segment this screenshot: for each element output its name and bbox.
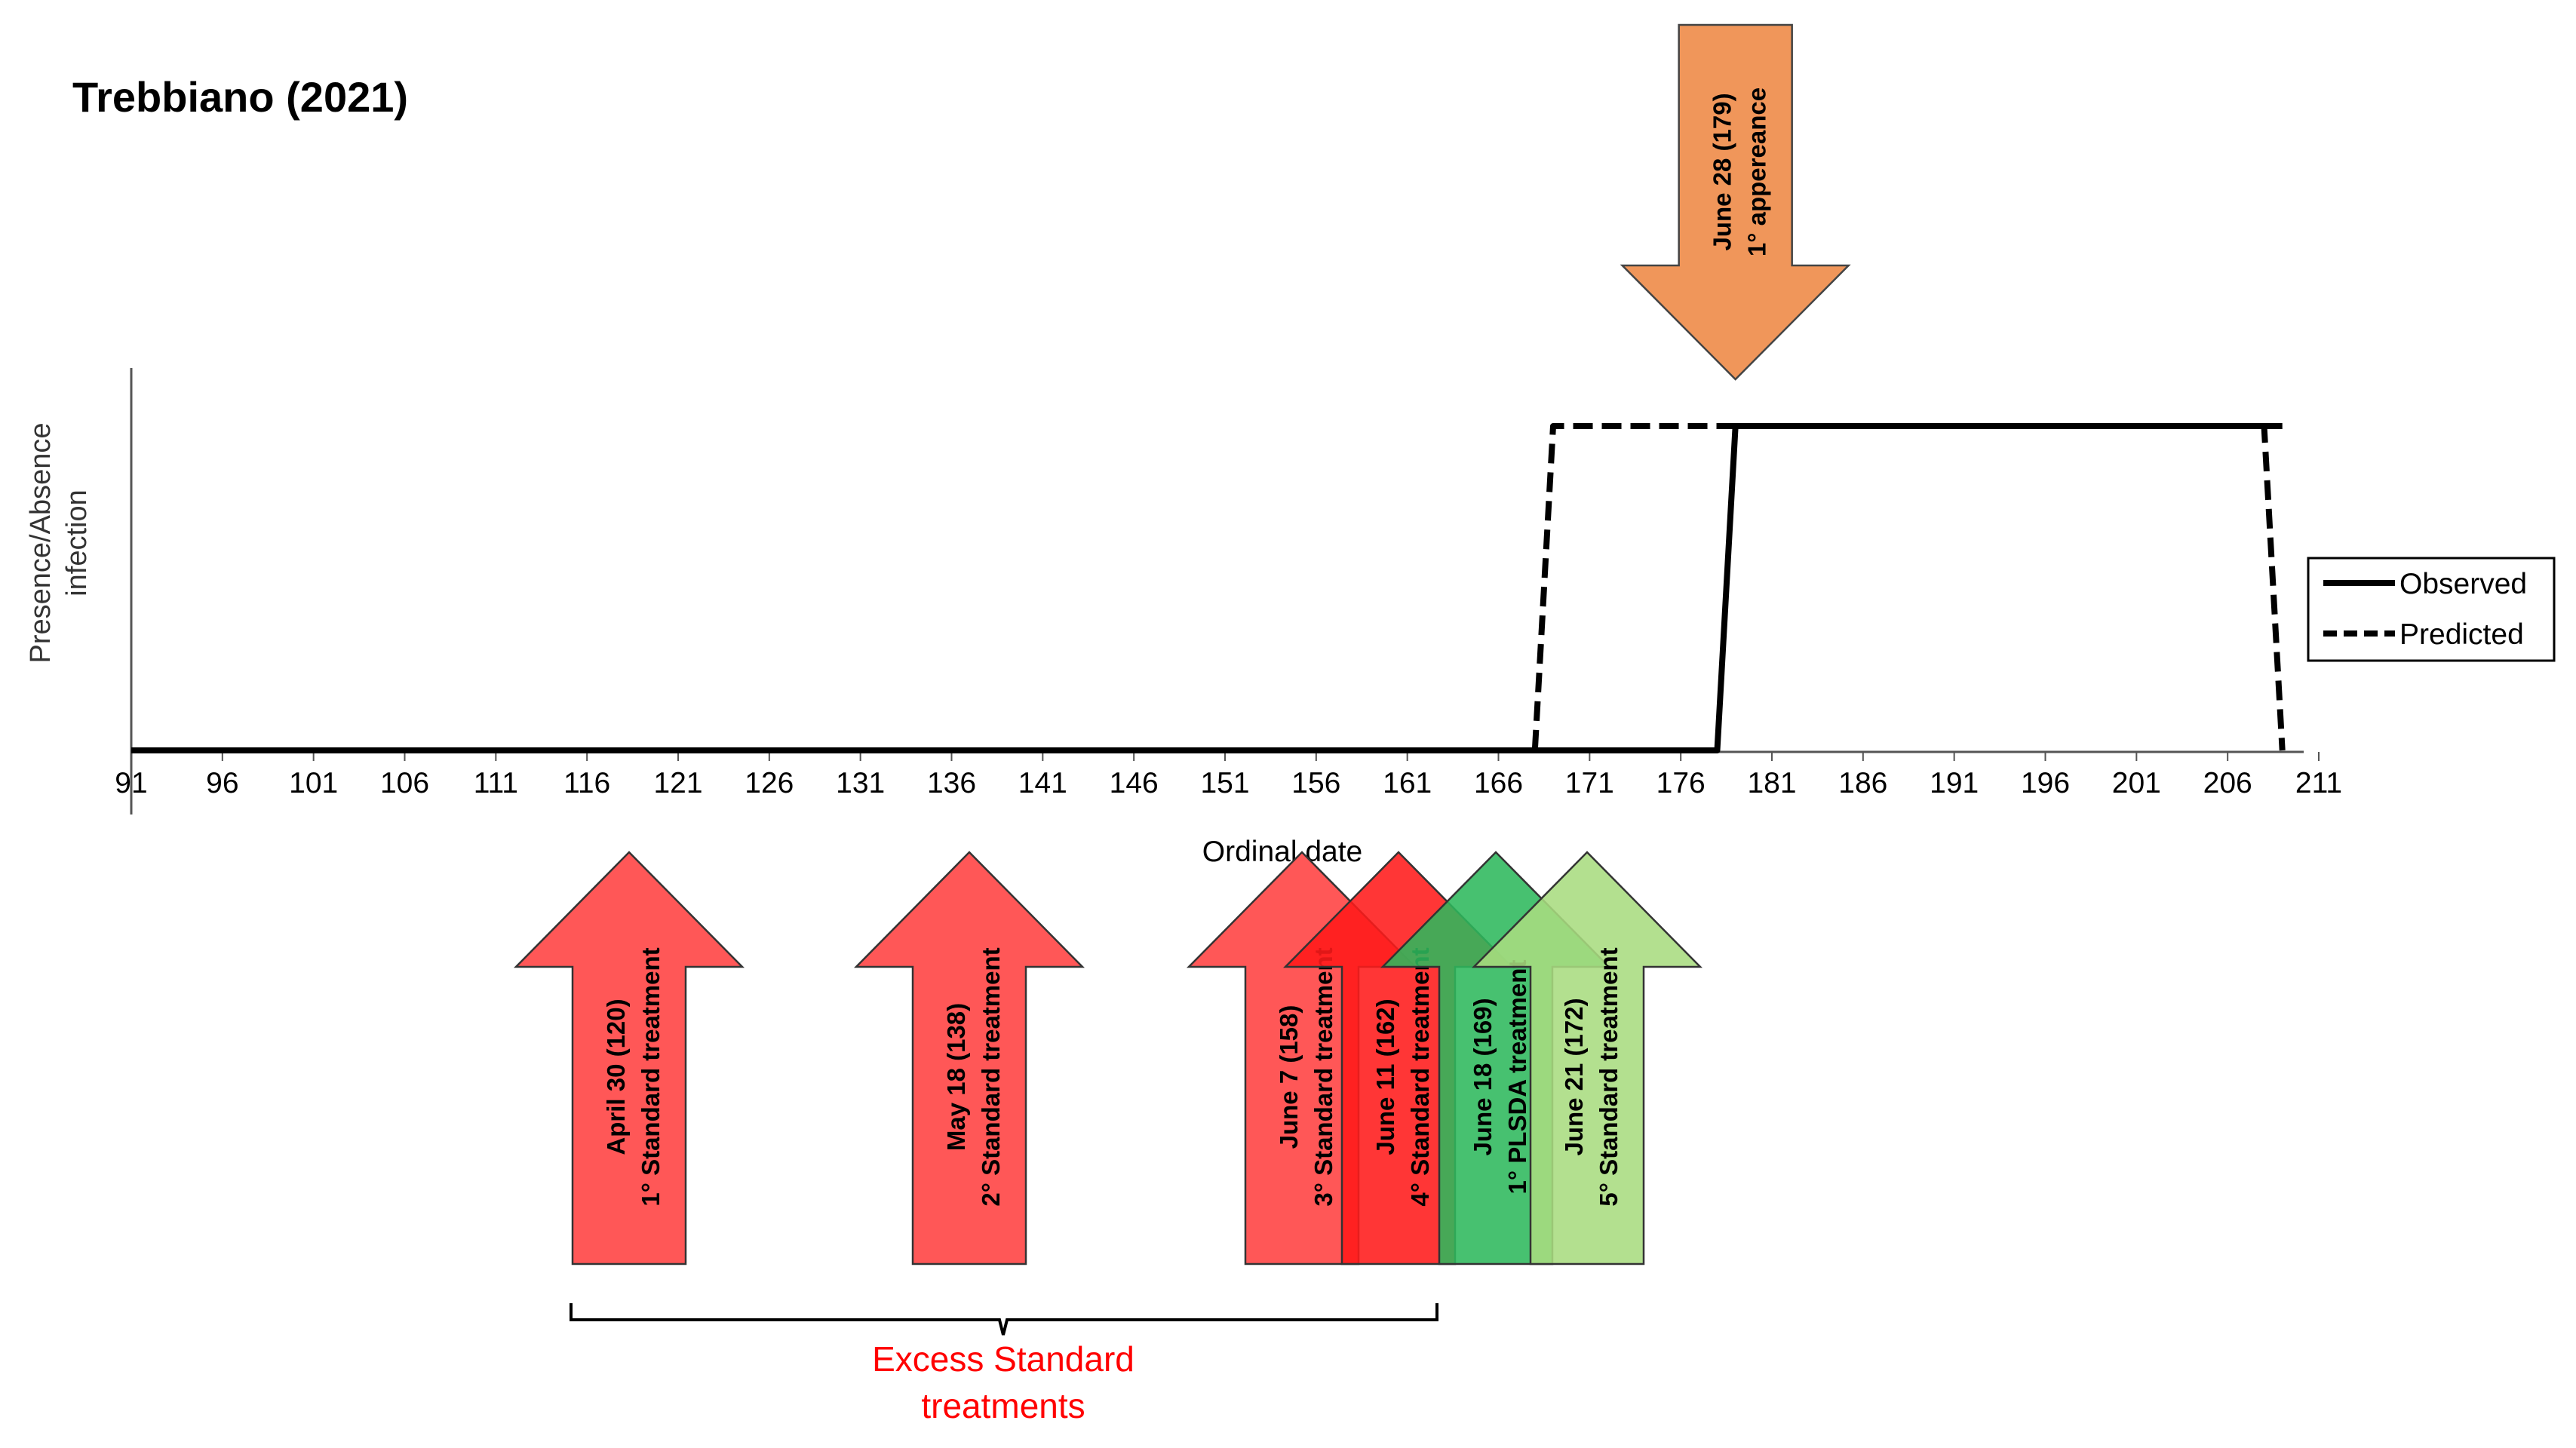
treatment-text-line: June 18 (169) (1469, 998, 1497, 1155)
brace (570, 1303, 1438, 1336)
treatment-text-line: 4° Standard treatment (1406, 947, 1434, 1206)
x-tick-label: 201 (2112, 767, 2161, 799)
x-tick-label: 126 (745, 767, 794, 799)
treatment-arrow-shape (514, 851, 745, 1265)
treatment-arrow: June 21 (172) 5° Standard treatment (1472, 851, 1702, 1265)
y-axis-label: Presence/Absence infection (25, 423, 93, 664)
x-tick-label: 111 (474, 767, 518, 799)
legend-box (2307, 557, 2556, 662)
top-annotation-text: June 28 (179) 1° appereance (1709, 87, 1771, 256)
treatment-text: June 7 (158) 3° Standard treatment (1275, 947, 1337, 1206)
x-tick-label: 211 (2295, 767, 2342, 799)
treatment-arrow: April 30 (120) 1° Standard treatment (514, 851, 745, 1265)
x-tick-label: 161 (1383, 767, 1432, 799)
series-line-predicted (131, 423, 2286, 753)
x-tick-label: 91 (115, 767, 147, 799)
x-tick-label: 96 (206, 767, 238, 799)
y-axis-label-line-2: infection (61, 489, 93, 597)
top-annotation-text-line: 1° appereance (1743, 87, 1771, 256)
x-tick-label: 121 (653, 767, 702, 799)
x-tick-label: 106 (380, 767, 429, 799)
legend-label-observed: Observed (2399, 568, 2527, 600)
x-axis-label: Ordinal date (1202, 836, 1362, 868)
treatment-text-line: June 11 (162) (1371, 999, 1399, 1155)
legend-label-predicted: Predicted (2399, 618, 2524, 651)
x-tick-label: 196 (2021, 767, 2070, 799)
treatment-text: June 18 (169) 1° PLSDA treatment (1469, 960, 1531, 1195)
treatment-arrow: May 18 (138) 2° Standard treatment (854, 851, 1085, 1265)
x-tick-label: 171 (1565, 767, 1614, 799)
x-tick-label: 181 (1747, 767, 1796, 799)
treatment-text-line: June 7 (158) (1275, 1005, 1303, 1149)
x-tick-label: 156 (1291, 767, 1340, 799)
treatment-text: June 11 (162) 4° Standard treatment (1371, 947, 1434, 1206)
x-tick-label: 206 (2203, 767, 2252, 799)
treatment-text: June 21 (172) 5° Standard treatment (1560, 947, 1623, 1206)
x-tick-label: 166 (1474, 767, 1523, 799)
treatment-text: April 30 (120) 1° Standard treatment (602, 947, 665, 1206)
y-axis-label-line-1: Presence/Absence (25, 423, 57, 664)
chart-title: Trebbiano (2021) (72, 73, 408, 121)
top-annotation-text-line: June 28 (179) (1709, 93, 1736, 250)
brace-label-line-1: Excess Standard (872, 1339, 1134, 1379)
top-arrow-shape (1620, 23, 1851, 381)
treatment-text: May 18 (138) 2° Standard treatment (942, 947, 1005, 1206)
treatment-text-line: 5° Standard treatment (1595, 947, 1623, 1206)
x-tick-label: 176 (1656, 767, 1706, 799)
treatment-text-line: April 30 (120) (602, 999, 630, 1155)
series-lines (131, 423, 2286, 753)
x-tick-label: 141 (1018, 767, 1067, 799)
treatment-text-line: 2° Standard treatment (977, 947, 1005, 1206)
x-axis-ticks: 91 96 101 106 111 116 121 126 131 136 141 146 151 156… (115, 752, 2342, 799)
treatment-text-line: 1° PLSDA treatment (1503, 960, 1531, 1195)
x-tick-label: 146 (1110, 767, 1159, 799)
x-tick-label: 131 (836, 767, 885, 799)
brace-label-line-2: treatments (921, 1386, 1085, 1425)
x-tick-label: 186 (1838, 767, 1887, 799)
treatment-text-line: 3° Standard treatment (1309, 947, 1337, 1206)
x-tick-label: 116 (563, 767, 610, 799)
treatment-arrows: April 30 (120) 1° Standard treatment May 1… (514, 851, 1702, 1265)
treatment-arrow-shape (1472, 851, 1702, 1265)
treatment-arrow-shape (854, 851, 1085, 1265)
x-tick-label: 191 (1930, 767, 1979, 799)
x-tick-label: 151 (1200, 767, 1249, 799)
legend: Observed Predicted (2307, 557, 2556, 662)
x-tick-label: 101 (289, 767, 338, 799)
treatment-text-line: 1° Standard treatment (637, 947, 665, 1206)
x-tick-label: 136 (927, 767, 976, 799)
brace-group: Excess Standard treatments (570, 1303, 1438, 1425)
series-line-observed (131, 423, 2283, 753)
treatment-text-line: May 18 (138) (942, 1003, 970, 1151)
top-annotation-arrow: June 28 (179) 1° appereance (1620, 23, 1851, 381)
treatment-text-line: June 21 (172) (1560, 998, 1588, 1155)
